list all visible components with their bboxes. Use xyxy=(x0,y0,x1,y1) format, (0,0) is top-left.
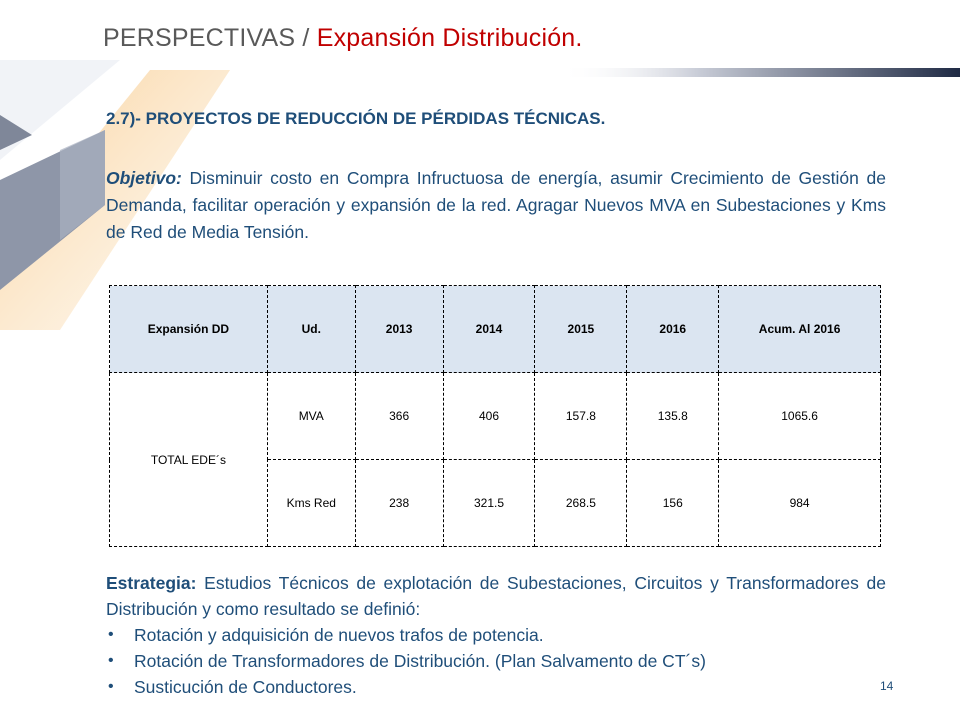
table-row: Kms Red 238 321.5 268.5 156 984 xyxy=(110,459,881,547)
unit-cell: Kms Red xyxy=(266,459,356,547)
col-header-2014: 2014 xyxy=(442,285,536,373)
col-header-unit: Ud. xyxy=(266,285,356,373)
list-item: • Rotación de Transformadores de Distribu… xyxy=(106,648,886,674)
accum-cell: 984 xyxy=(718,459,881,547)
objective-label: Objetivo: xyxy=(106,168,182,188)
strategy-list: • Rotación y adquisición de nuevos trafos… xyxy=(106,622,886,700)
col-header-2013: 2013 xyxy=(354,285,444,373)
value-cell: 156 xyxy=(626,459,720,547)
bullet-icon: • xyxy=(108,626,114,643)
table-row: TOTAL EDE´s MVA 366 406 157.8 135.8 1065… xyxy=(109,372,881,547)
objective-paragraph: Objetivo: Disminuir costo en Compra Infr… xyxy=(106,165,886,246)
orange-band xyxy=(0,70,230,330)
unit-cell: MVA xyxy=(266,372,356,460)
strategy-block: Estrategia: Estudios Técnicos de explota… xyxy=(106,570,886,700)
bullet-icon: • xyxy=(108,678,114,695)
table-header-row: Expansión DD Ud. 2013 2014 2015 2016 Acu… xyxy=(109,285,881,373)
accum-cell: 1065.6 xyxy=(718,372,881,460)
col-header-2016: 2016 xyxy=(626,285,720,373)
header-rule xyxy=(560,68,960,77)
grey-wedge-shade xyxy=(60,130,105,240)
list-item: • Rotación y adquisición de nuevos trafos… xyxy=(106,622,886,648)
page-title-accent: Expansión Distribución. xyxy=(316,24,583,52)
value-cell: 268.5 xyxy=(534,459,628,547)
value-cell: 157.8 xyxy=(534,372,628,460)
expansion-table: Expansión DD Ud. 2013 2014 2015 2016 Acu… xyxy=(109,285,881,547)
col-header-accum: Acum. Al 2016 xyxy=(718,285,881,373)
list-item-text: Susticución de Conductores. xyxy=(134,677,357,697)
col-header-2015: 2015 xyxy=(534,285,628,373)
list-item: • Susticución de Conductores. xyxy=(106,674,886,700)
page-number: 14 xyxy=(880,679,894,693)
strategy-paragraph: Estrategia: Estudios Técnicos de explota… xyxy=(106,570,886,622)
page-title: PERSPECTIVAS / Expansión Distribución. xyxy=(103,24,583,53)
grey-triangle-small xyxy=(0,115,32,150)
objective-text: Disminuir costo en Compra Infructuosa de… xyxy=(106,168,886,242)
strategy-label: Estrategia: xyxy=(106,573,197,593)
list-item-text: Rotación de Transformadores de Distribuc… xyxy=(134,651,706,671)
value-cell: 321.5 xyxy=(442,459,536,547)
value-cell: 406 xyxy=(442,372,536,460)
bullet-icon: • xyxy=(108,652,114,669)
value-cell: 238 xyxy=(354,459,444,547)
strategy-text: Estudios Técnicos de explotación de Sube… xyxy=(106,573,886,619)
page-title-main: PERSPECTIVAS / xyxy=(103,24,317,52)
col-header-expansion: Expansión DD xyxy=(109,285,268,373)
section-heading: 2.7)- PROYECTOS DE REDUCCIÓN DE PÉRDIDAS… xyxy=(106,109,606,128)
value-cell: 366 xyxy=(354,372,444,460)
list-item-text: Rotación y adquisición de nuevos trafos … xyxy=(134,625,544,645)
group-label-cell: TOTAL EDE´s xyxy=(109,372,268,547)
value-cell: 135.8 xyxy=(626,372,720,460)
